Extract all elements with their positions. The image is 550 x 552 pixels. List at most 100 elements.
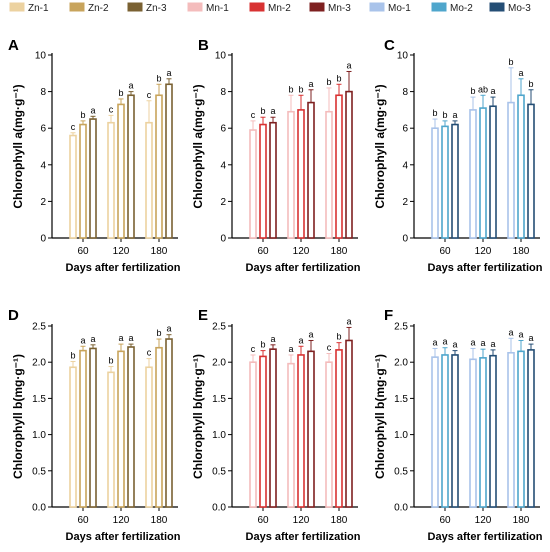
significance-letter: c xyxy=(71,122,76,132)
y-axis-title: Chlorophyll a(mg·g⁻¹) xyxy=(11,84,25,208)
significance-letter: b xyxy=(432,108,437,118)
y-tick-label: 4 xyxy=(220,160,226,171)
y-axis-title: Chlorophyll a(mg·g⁻¹) xyxy=(191,84,205,208)
x-axis-title: Days after fertilization xyxy=(246,531,361,543)
significance-letter: b xyxy=(470,86,475,96)
y-tick-label: 0 xyxy=(220,234,226,245)
y-tick-label: 1.5 xyxy=(394,394,408,405)
x-tick-label: 180 xyxy=(331,246,348,257)
bar xyxy=(155,346,163,508)
bar xyxy=(249,361,257,508)
panel-letter: D xyxy=(8,307,19,324)
significance-letter: b xyxy=(336,332,341,342)
y-tick-label: 0 xyxy=(402,234,408,245)
bar xyxy=(79,123,87,239)
legend-label: Mo-3 xyxy=(508,3,531,14)
y-tick-label: 0.0 xyxy=(212,503,226,514)
bar xyxy=(345,90,353,239)
y-tick-label: 2.0 xyxy=(32,358,46,369)
bar xyxy=(335,94,343,239)
y-tick-label: 8 xyxy=(220,87,226,98)
y-tick-label: 2.5 xyxy=(394,322,408,333)
x-tick-label: 120 xyxy=(113,515,130,526)
legend-label: Zn-1 xyxy=(28,3,49,14)
bar xyxy=(325,110,333,239)
bar xyxy=(451,354,459,508)
bar xyxy=(507,351,515,508)
legend-item-mn-1: Mn-1 xyxy=(187,2,229,14)
bar xyxy=(527,349,535,508)
legend-item-zn-2: Zn-2 xyxy=(69,2,109,14)
bar xyxy=(89,347,97,508)
significance-letter: a xyxy=(490,86,495,96)
significance-letter: b xyxy=(528,79,533,89)
y-tick-label: 10 xyxy=(215,51,227,62)
bar xyxy=(507,101,515,239)
bar xyxy=(441,125,449,239)
panel-letter: E xyxy=(198,307,208,324)
legend-item-mo-2: Mo-2 xyxy=(431,2,473,14)
x-axis-title: Days after fertilization xyxy=(66,531,181,543)
y-tick-label: 1.5 xyxy=(32,394,46,405)
x-tick-label: 120 xyxy=(475,246,492,257)
bar xyxy=(269,348,277,508)
legend-label: Mo-2 xyxy=(450,3,473,14)
panel-c: C 0 2 4 6 8 10 Chlorophyll a(mg·g⁻¹) Days after … xyxy=(373,37,543,274)
legend-item-mn-2: Mn-2 xyxy=(249,2,291,14)
y-axis-title: Chlorophyll a(mg·g⁻¹) xyxy=(373,84,387,208)
y-axis-title: Chlorophyll b(mg·g⁻¹) xyxy=(11,354,25,479)
bar xyxy=(145,366,153,508)
significance-letter: a xyxy=(308,329,313,339)
y-tick-label: 1.5 xyxy=(212,394,226,405)
bar xyxy=(345,339,353,508)
chart-panels: A 0 2 4 6 8 10 Chlorophyll a(mg·g⁻¹) Days after … xyxy=(8,37,543,543)
significance-letter: a xyxy=(90,334,95,344)
bar xyxy=(127,346,135,508)
legend-item-mo-1: Mo-1 xyxy=(369,2,411,14)
significance-letter: a xyxy=(270,334,275,344)
significance-letter: a xyxy=(298,335,303,345)
bar xyxy=(165,83,173,239)
bar xyxy=(117,350,125,508)
y-tick-label: 1.0 xyxy=(32,430,46,441)
bar xyxy=(517,350,525,508)
legend-swatch xyxy=(249,2,265,12)
significance-letter: a xyxy=(166,324,171,334)
y-tick-label: 8 xyxy=(402,87,408,98)
x-tick-label: 60 xyxy=(257,515,269,526)
legend-swatch xyxy=(187,2,203,12)
significance-letter: b xyxy=(118,88,123,98)
bar xyxy=(431,127,439,239)
legend-label: Mo-1 xyxy=(388,3,411,14)
x-tick-label: 180 xyxy=(151,246,168,257)
significance-letter: a xyxy=(470,337,475,347)
legend-label: Zn-3 xyxy=(146,3,167,14)
bar xyxy=(307,350,315,508)
bar xyxy=(117,103,125,239)
significance-letter: a xyxy=(90,105,95,115)
bar xyxy=(489,105,497,239)
y-tick-label: 0.5 xyxy=(32,466,46,477)
y-tick-label: 6 xyxy=(402,124,408,135)
significance-letter: b xyxy=(442,110,447,120)
bar xyxy=(287,362,295,508)
significance-letter: a xyxy=(452,340,457,350)
y-tick-label: 1.0 xyxy=(212,430,226,441)
bar xyxy=(107,121,115,239)
x-tick-label: 180 xyxy=(151,515,168,526)
bar xyxy=(297,354,305,508)
legend-label: Mn-1 xyxy=(206,3,229,14)
legend-swatch xyxy=(69,2,85,12)
bar xyxy=(479,107,487,239)
x-tick-label: 120 xyxy=(293,515,310,526)
significance-letter: ab xyxy=(478,84,488,94)
legend-item-zn-1: Zn-1 xyxy=(9,2,49,14)
y-tick-label: 4 xyxy=(402,160,408,171)
y-tick-label: 2.0 xyxy=(212,358,226,369)
significance-letter: a xyxy=(128,81,133,91)
y-tick-label: 2.5 xyxy=(32,322,46,333)
significance-letter: a xyxy=(518,329,523,339)
significance-letter: b xyxy=(108,356,113,366)
bar xyxy=(269,121,277,239)
bar xyxy=(479,357,487,508)
